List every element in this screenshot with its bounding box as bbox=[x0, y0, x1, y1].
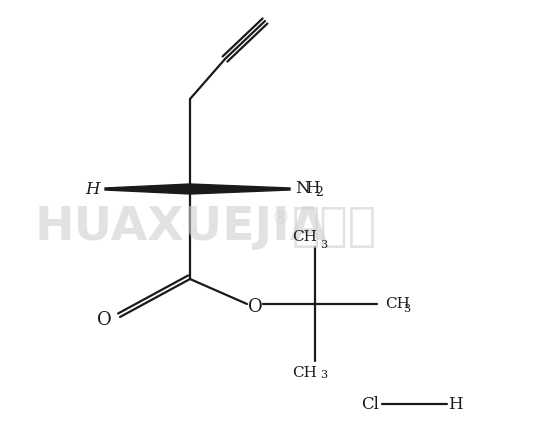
Text: H: H bbox=[448, 396, 462, 413]
Text: CH: CH bbox=[385, 297, 410, 310]
Text: 3: 3 bbox=[320, 369, 327, 379]
Polygon shape bbox=[190, 184, 290, 194]
Text: O: O bbox=[247, 297, 263, 315]
Text: ®: ® bbox=[272, 208, 290, 226]
Text: 3: 3 bbox=[403, 303, 410, 313]
Text: CH: CH bbox=[293, 365, 317, 379]
Text: N: N bbox=[295, 180, 310, 197]
Polygon shape bbox=[105, 184, 190, 194]
Text: 化学加: 化学加 bbox=[292, 205, 377, 250]
Text: H: H bbox=[86, 181, 100, 198]
Text: 2: 2 bbox=[315, 186, 323, 199]
Text: 3: 3 bbox=[320, 240, 327, 249]
Text: H: H bbox=[305, 180, 320, 197]
Text: HUAXUEJIA: HUAXUEJIA bbox=[35, 205, 328, 250]
Text: CH: CH bbox=[293, 230, 317, 244]
Text: Cl: Cl bbox=[361, 396, 379, 413]
Text: O: O bbox=[97, 310, 112, 328]
